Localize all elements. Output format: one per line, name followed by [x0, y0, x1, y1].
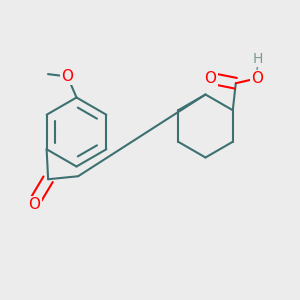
Text: H: H [253, 52, 263, 66]
Text: O: O [204, 71, 216, 86]
Text: O: O [28, 197, 40, 212]
Text: O: O [61, 69, 74, 84]
Text: O: O [251, 71, 263, 86]
